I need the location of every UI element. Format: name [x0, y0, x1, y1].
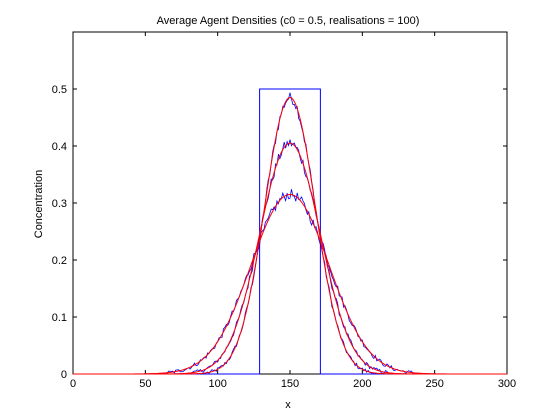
initial-condition-line	[73, 88, 507, 375]
continuum-curve-1	[73, 142, 507, 375]
simulation-curve-2	[73, 189, 507, 375]
x-tick-label-1: 50	[139, 378, 151, 390]
continuum-curve-0	[73, 97, 507, 375]
simulation-curve-0	[73, 92, 507, 375]
x-axis-label: x	[285, 399, 291, 411]
x-tick-label-2: 100	[208, 378, 226, 390]
y-axis-label: Concentration	[33, 170, 45, 239]
y-tick-label-5: 0.5	[52, 84, 67, 96]
y-tick-label-2: 0.2	[52, 255, 67, 267]
x-tick-label-4: 200	[353, 378, 371, 390]
x-tick-label-3: 150	[281, 378, 299, 390]
y-tick-label-4: 0.4	[52, 141, 67, 153]
y-tick-label-0: 0	[61, 369, 67, 381]
plot-area: 0 50 100 150 200 250 300 0 0.1 0.2 0.3 0.4 0.5	[52, 31, 516, 390]
y-tick-label-1: 0.1	[52, 312, 67, 324]
y-tick-label-3: 0.3	[52, 198, 67, 210]
x-tick-label-0: 0	[70, 378, 76, 390]
axes-box	[72, 31, 508, 375]
x-tick-label-5: 250	[425, 378, 443, 390]
x-tick-label-6: 300	[498, 378, 516, 390]
simulation-curve-1	[73, 139, 507, 375]
continuum-curve-2	[73, 193, 507, 375]
chart-title: Average Agent Densities (c0 = 0.5, reali…	[157, 15, 420, 27]
